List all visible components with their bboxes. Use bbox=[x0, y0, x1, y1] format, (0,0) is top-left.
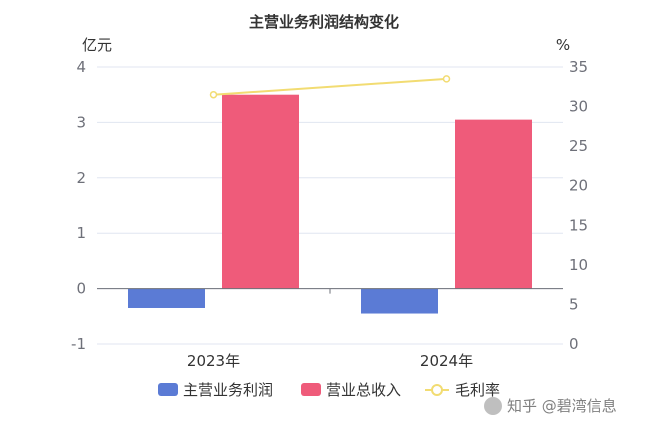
legend-swatch-margin-dot bbox=[431, 384, 443, 396]
chart-title: 主营业务利润结构变化 bbox=[249, 13, 399, 31]
right-tick-label: 35 bbox=[569, 58, 588, 76]
right-tick-label: 30 bbox=[569, 98, 588, 116]
right-tick-label: 20 bbox=[569, 177, 588, 195]
right-tick-label: 0 bbox=[569, 335, 579, 353]
left-tick-label: 4 bbox=[76, 58, 86, 76]
legend-label-profit: 主营业务利润 bbox=[183, 381, 273, 399]
left-axis-ticks: 4 3 2 1 0 -1 bbox=[71, 58, 86, 353]
margin-point bbox=[209, 90, 218, 99]
line-series bbox=[209, 75, 451, 99]
left-tick-label: 0 bbox=[76, 280, 86, 298]
bar-revenue bbox=[222, 94, 299, 289]
bar-revenue bbox=[455, 119, 532, 289]
legend: 主营业务利润 营业总收入 毛利率 bbox=[158, 381, 500, 399]
x-tick-label: 2023年 bbox=[187, 352, 240, 370]
legend-label-margin: 毛利率 bbox=[455, 381, 500, 399]
legend-label-revenue: 营业总收入 bbox=[326, 381, 401, 399]
watermark: 知乎 @碧湾信息 bbox=[484, 397, 617, 415]
left-tick-label: 1 bbox=[76, 224, 86, 242]
left-tick-label: 2 bbox=[76, 169, 86, 187]
right-tick-label: 15 bbox=[569, 216, 588, 234]
right-tick-label: 25 bbox=[569, 137, 588, 155]
margin-line bbox=[213, 77, 447, 96]
left-axis-unit: 亿元 bbox=[82, 36, 112, 54]
x-tick-label: 2024年 bbox=[420, 352, 473, 370]
x-axis-ticks: 2023年 2024年 bbox=[187, 288, 473, 370]
left-tick-label: -1 bbox=[71, 335, 86, 353]
legend-swatch-revenue bbox=[301, 383, 321, 396]
bar-profit bbox=[361, 288, 438, 314]
watermark-text: 知乎 @碧湾信息 bbox=[507, 397, 617, 415]
right-tick-label: 10 bbox=[569, 256, 588, 274]
bar-series bbox=[128, 94, 532, 314]
right-tick-label: 5 bbox=[569, 295, 579, 313]
margin-point bbox=[442, 75, 451, 83]
left-tick-label: 3 bbox=[76, 113, 86, 131]
bar-profit bbox=[128, 288, 205, 308]
right-axis-ticks: 35 30 25 20 15 10 5 0 bbox=[569, 58, 588, 353]
right-axis-unit: % bbox=[556, 36, 570, 54]
legend-swatch-profit bbox=[158, 383, 178, 396]
